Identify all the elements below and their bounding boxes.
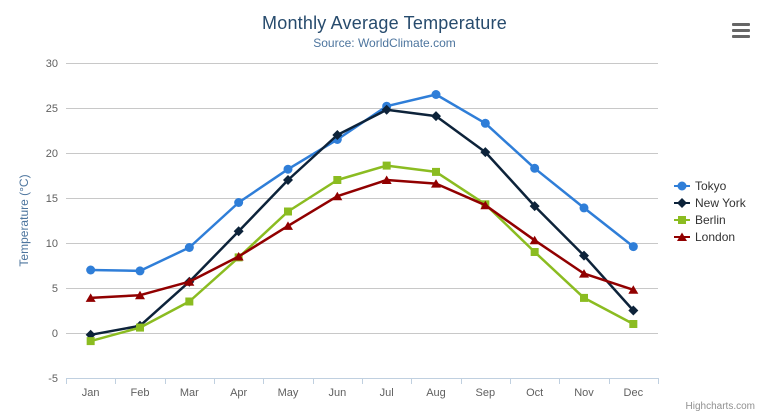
- x-axis-label: Oct: [526, 387, 543, 399]
- legend: Tokyo New York Berlin London: [674, 177, 746, 245]
- series-point-new-york[interactable]: [381, 104, 392, 115]
- x-axis-label: Dec: [624, 387, 644, 399]
- x-axis-label: Mar: [180, 387, 199, 399]
- series-point-london[interactable]: [184, 277, 195, 286]
- series-point-new-york[interactable]: [579, 250, 589, 261]
- legend-label: Berlin: [695, 212, 726, 227]
- series-point-london[interactable]: [579, 269, 589, 278]
- series-point-london[interactable]: [332, 191, 343, 201]
- menu-bar: [732, 23, 750, 26]
- series-point-london[interactable]: [529, 235, 540, 245]
- x-axis-label: Jul: [380, 387, 394, 399]
- series-point-berlin[interactable]: [185, 297, 194, 306]
- legend-symbol-diamond-icon: [674, 197, 690, 208]
- credits-link[interactable]: Highcharts.com: [685, 401, 755, 412]
- series-point-tokyo[interactable]: [135, 266, 145, 276]
- legend-label: Tokyo: [695, 178, 727, 193]
- series-point-london[interactable]: [135, 290, 145, 300]
- series-point-tokyo[interactable]: [234, 198, 244, 207]
- series-line-new-york: [89, 108, 635, 337]
- series-point-berlin[interactable]: [432, 167, 440, 176]
- series-point-berlin[interactable]: [284, 207, 292, 216]
- y-axis-label: 20: [46, 148, 58, 160]
- series-point-new-york[interactable]: [332, 130, 343, 140]
- legend-item-berlin[interactable]: Berlin: [674, 211, 746, 228]
- series-point-new-york[interactable]: [283, 175, 293, 185]
- series-point-new-york[interactable]: [628, 305, 639, 316]
- legend-label: London: [695, 229, 736, 244]
- series-point-tokyo[interactable]: [86, 265, 96, 275]
- chart-title: Monthly Average Temperature: [262, 13, 507, 33]
- series-point-berlin[interactable]: [580, 293, 588, 302]
- series-point-new-york[interactable]: [480, 147, 491, 158]
- y-axis-label: 0: [52, 328, 58, 340]
- y-axis-label: 10: [46, 238, 58, 250]
- series-line-berlin: [89, 164, 635, 343]
- y-axis-label: 30: [46, 58, 58, 70]
- series-point-tokyo[interactable]: [431, 90, 441, 99]
- x-axis-label: Nov: [574, 387, 594, 399]
- series-point-london[interactable]: [283, 221, 293, 230]
- series-line-tokyo: [89, 93, 635, 273]
- y-axis-label: -5: [48, 373, 58, 385]
- y-axis-title: Temperature (°C): [17, 174, 31, 266]
- y-axis-label: 15: [46, 193, 58, 205]
- legend-symbol-marker: [677, 232, 687, 241]
- series-point-tokyo[interactable]: [628, 242, 638, 252]
- legend-symbol-marker: [677, 181, 687, 190]
- x-axis-label: Apr: [230, 387, 247, 399]
- menu-bar: [732, 35, 750, 38]
- x-axis-label: Aug: [426, 387, 446, 399]
- series-point-tokyo[interactable]: [530, 163, 540, 173]
- series-point-tokyo[interactable]: [184, 243, 194, 252]
- y-axis-label: 5: [52, 283, 58, 295]
- series-point-berlin[interactable]: [629, 320, 638, 328]
- legend-symbol-marker: [677, 197, 687, 208]
- series-point-berlin[interactable]: [86, 337, 95, 346]
- legend-label: New York: [695, 195, 746, 210]
- series-point-berlin[interactable]: [530, 248, 539, 256]
- y-axis-label: 25: [46, 103, 58, 115]
- legend-item-new-york[interactable]: New York: [674, 194, 746, 211]
- series-point-new-york[interactable]: [431, 111, 441, 122]
- legend-symbol-triangle-icon: [674, 232, 690, 241]
- series-point-tokyo[interactable]: [480, 118, 490, 128]
- series-point-new-york[interactable]: [233, 226, 244, 237]
- x-axis-label: Sep: [476, 387, 496, 399]
- legend-symbol-marker: [678, 215, 686, 224]
- legend-item-london[interactable]: London: [674, 228, 746, 245]
- x-axis-label: Feb: [131, 387, 150, 399]
- hamburger-menu-icon[interactable]: [732, 23, 750, 38]
- series-point-berlin[interactable]: [333, 176, 342, 184]
- series-point-london[interactable]: [431, 179, 441, 188]
- legend-item-tokyo[interactable]: Tokyo: [674, 177, 746, 194]
- series-line-london: [89, 178, 635, 300]
- x-axis-label: May: [278, 387, 299, 399]
- series-point-london[interactable]: [628, 285, 639, 294]
- x-axis-label: Jun: [328, 387, 346, 399]
- series-point-new-york[interactable]: [529, 201, 540, 212]
- series-point-london[interactable]: [381, 175, 392, 185]
- menu-bar: [732, 29, 750, 32]
- x-axis-label: Jan: [82, 387, 100, 399]
- series-point-london[interactable]: [85, 293, 96, 302]
- series-point-tokyo[interactable]: [579, 203, 589, 213]
- series-point-berlin[interactable]: [382, 161, 391, 170]
- chart-subtitle: Source: WorldClimate.com: [313, 36, 456, 50]
- series-point-london[interactable]: [480, 200, 491, 210]
- legend-symbol-circle-icon: [674, 181, 690, 190]
- series-point-berlin[interactable]: [136, 323, 144, 332]
- series-point-tokyo[interactable]: [283, 164, 293, 174]
- legend-symbol-square-icon: [674, 215, 690, 224]
- series-point-london[interactable]: [233, 252, 244, 261]
